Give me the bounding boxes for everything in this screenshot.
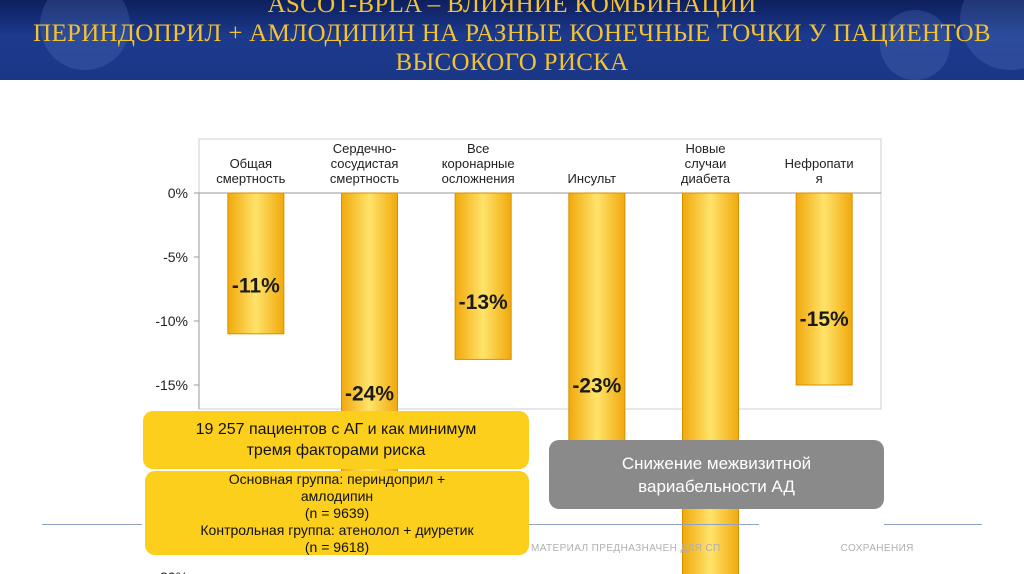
footer-disclaimer: МАТЕРИАЛ ПРЕДНАЗНАЧЕН ДЛЯ СП СОХРАНЕНИЯ (531, 543, 991, 554)
y-tick-label: -15% (155, 377, 188, 393)
category-label: смертность (330, 171, 399, 186)
category-label: я (816, 171, 823, 186)
bar (227, 192, 285, 335)
footer-text-left: МАТЕРИАЛ ПРЕДНАЗНАЧЕН ДЛЯ СП (531, 543, 721, 554)
footer-divider (529, 524, 759, 525)
value-label: -13% (459, 291, 508, 314)
slide-title: ASCOT-BPLA – влияние комбинации периндоп… (0, 0, 1024, 77)
category-label: Общая (230, 156, 273, 171)
title-line: периндоприл + амлодипин на разные конечн… (33, 20, 991, 47)
header-decoration (40, 0, 130, 70)
category-label: Новые (685, 141, 725, 156)
variability-callout: Снижение межвизитной вариабельности АД (549, 440, 884, 509)
value-label: -24% (345, 383, 394, 406)
y-tick-label: -5% (163, 249, 188, 265)
footer-divider (884, 524, 982, 525)
header-decoration (880, 10, 950, 80)
category-label: Сердечно- (333, 141, 396, 156)
y-tick-label: 0% (168, 185, 188, 201)
title-line: высокого риска (395, 49, 629, 76)
footer-divider (42, 524, 142, 525)
category-label: смертность (216, 171, 285, 186)
category-label: Нефропати (785, 156, 854, 171)
value-label: -11% (232, 275, 280, 298)
category-label: Все (467, 141, 489, 156)
group-line: (n = 9618) (304, 539, 370, 555)
slide-header: ASCOT-BPLA – влияние комбинации периндоп… (0, 0, 1024, 80)
bar (795, 192, 853, 386)
category-label: диабета (681, 171, 731, 186)
group-line: Контрольная группа: атенолол + диуретик (200, 522, 474, 538)
patients-line: 19 257 пациентов с АГ и как минимум (195, 421, 477, 438)
patients-line: тремя факторами риска (246, 442, 426, 459)
value-label: -15% (800, 308, 849, 331)
y-tick-label: -10% (155, 313, 188, 329)
title-line: ASCOT-BPLA – влияние комбинации (267, 0, 757, 18)
bar (682, 192, 739, 574)
category-label: коронарные (442, 156, 515, 171)
bar (454, 192, 512, 360)
patients-callout: 19 257 пациентов с АГ и как минимум трем… (143, 411, 529, 469)
bar (568, 192, 626, 488)
category-label: осложнения (442, 171, 515, 186)
group-line: (n = 9639) (304, 505, 370, 521)
variability-line: вариабельности АД (638, 477, 795, 496)
value-label: -23% (572, 374, 621, 397)
groups-callout: Основная группа: периндоприл + амлодипин… (145, 471, 529, 555)
variability-line: Снижение межвизитной (621, 454, 812, 473)
footer-text-right: СОХРАНЕНИЯ (840, 543, 914, 554)
plot-frame (198, 138, 882, 410)
y-tick-label: -30% (155, 569, 188, 574)
category-label: случаи (685, 156, 727, 171)
group-line: амлодипин (300, 488, 374, 504)
group-line: Основная группа: периндоприл + (228, 471, 446, 487)
category-label: Инсульт (568, 171, 617, 186)
category-label: сосудистая (331, 156, 399, 171)
